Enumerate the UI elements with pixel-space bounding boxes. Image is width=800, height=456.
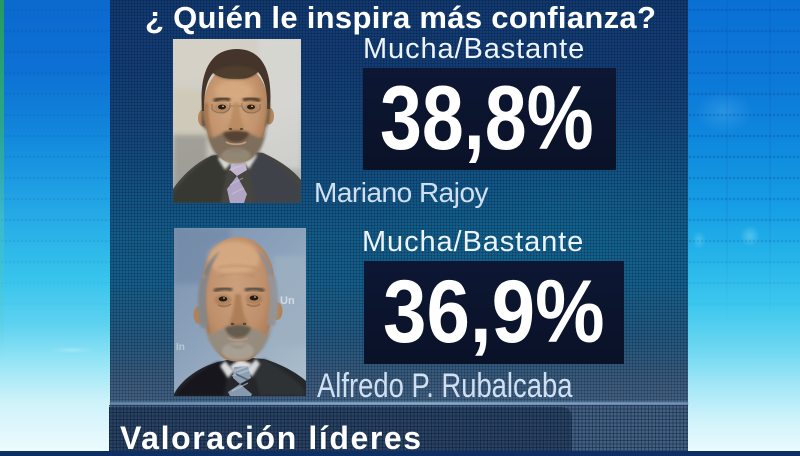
svg-text:In: In	[176, 342, 185, 353]
svg-text:Un: Un	[280, 295, 295, 307]
